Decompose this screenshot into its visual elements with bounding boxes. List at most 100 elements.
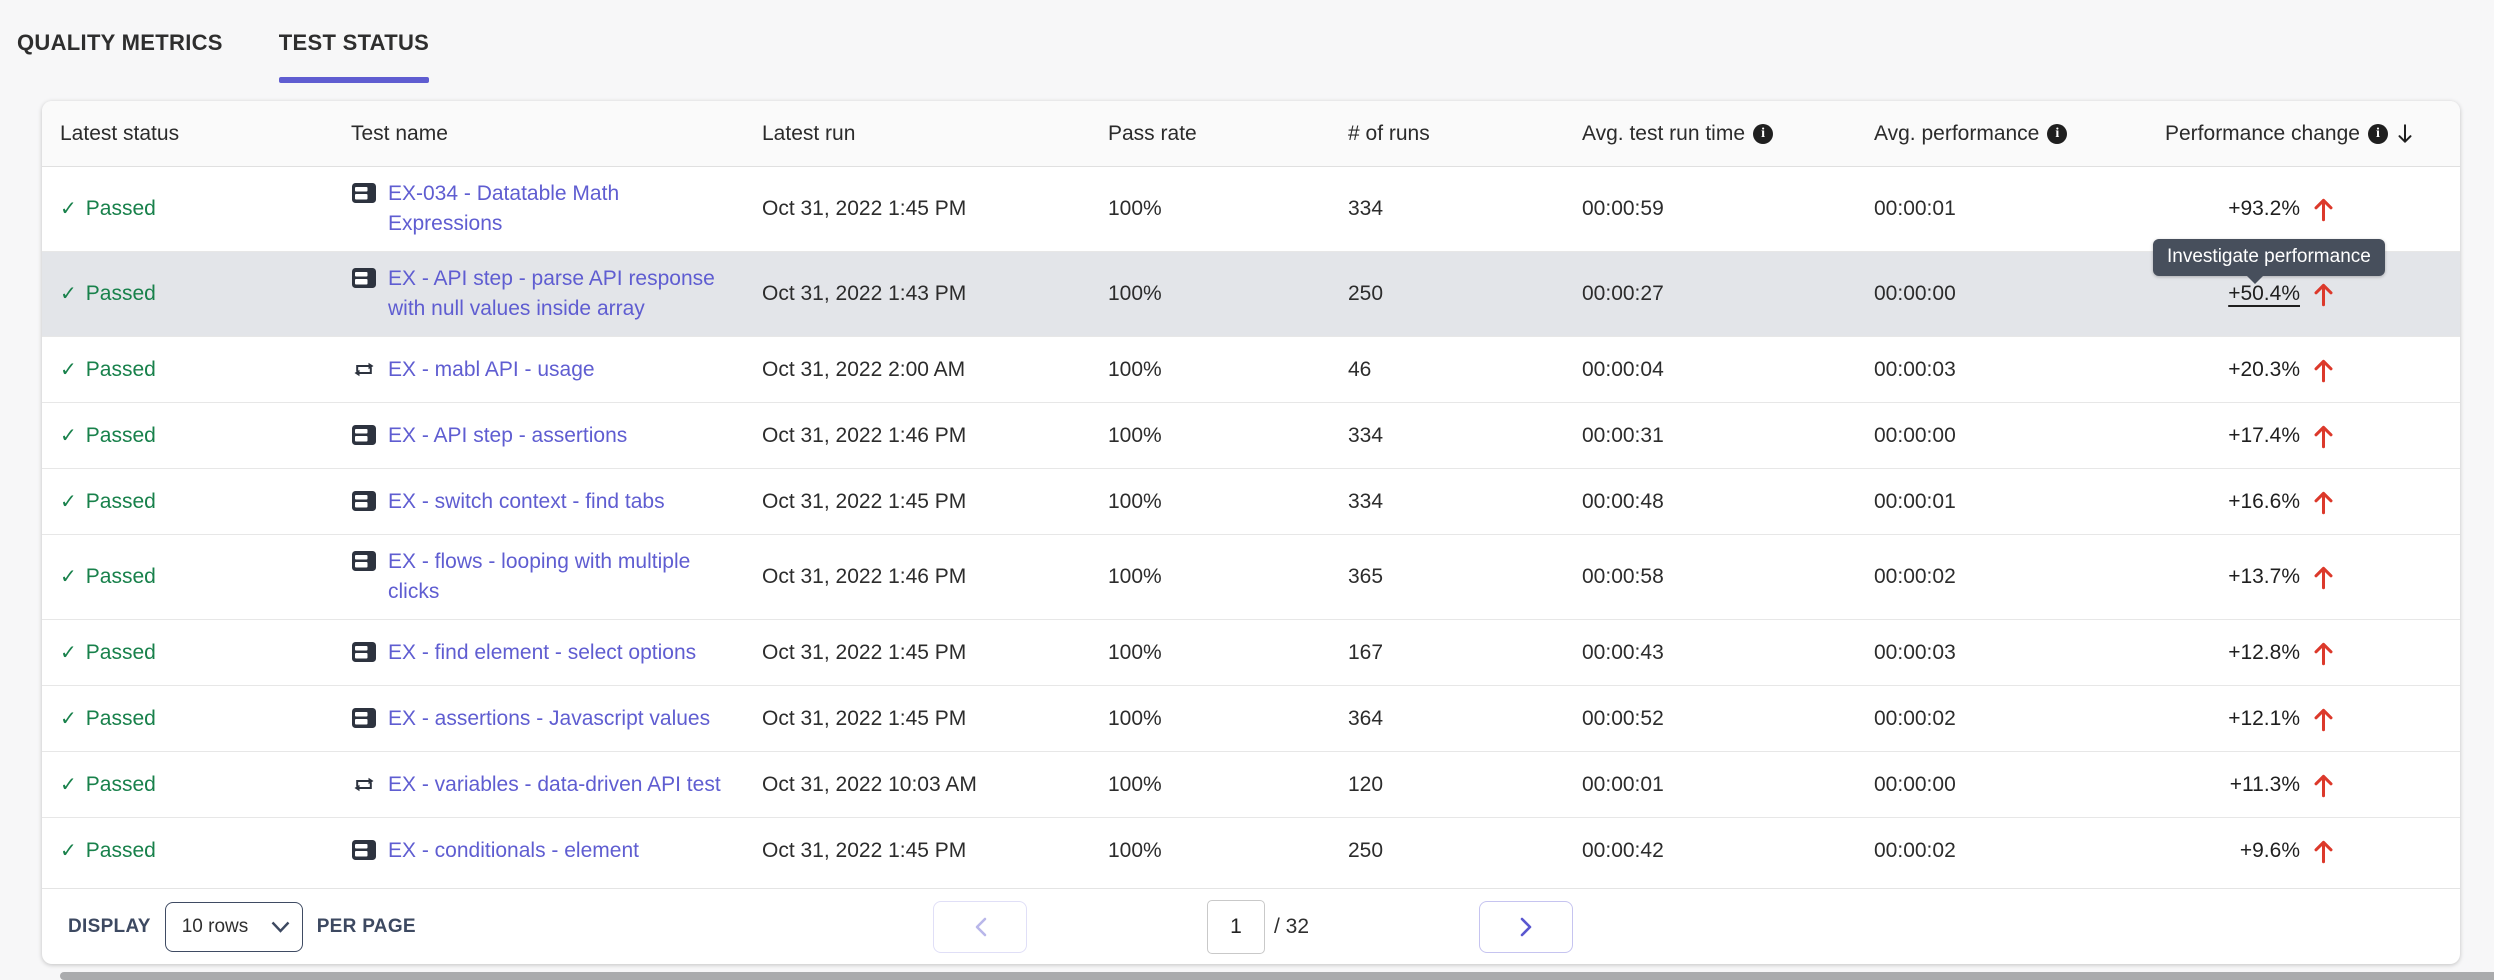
table-row[interactable]: ✓ Passed EX - API step - parse API respo… xyxy=(42,251,2460,336)
pass-rate-cell: 100% xyxy=(1108,640,1162,664)
browser-test-icon xyxy=(351,641,377,663)
horizontal-scrollbar[interactable] xyxy=(60,972,2494,980)
column-header-avg-test-run-time[interactable]: Avg. test run time i xyxy=(1582,122,1874,146)
performance-change-cell: +9.6% xyxy=(2165,826,2460,876)
investigate-performance-tooltip: Investigate performance xyxy=(2153,239,2385,284)
performance-change-cell: +16.6% xyxy=(2165,477,2460,527)
display-label: DISPLAY xyxy=(68,915,151,937)
table-row[interactable]: ✓ Passed EX - assertions - Javascript va… xyxy=(42,685,2460,751)
performance-change-cell: +20.3% xyxy=(2165,345,2460,395)
rows-per-page-select[interactable]: 10 rows xyxy=(164,901,303,952)
status-label: Passed xyxy=(85,565,156,588)
table-row[interactable]: ✓ Passed EX - API step - assertions Oct … xyxy=(42,402,2460,468)
performance-change-value[interactable]: +13.7% xyxy=(2228,565,2300,588)
column-header-num-runs[interactable]: # of runs xyxy=(1348,122,1582,146)
previous-page-button[interactable] xyxy=(933,900,1027,953)
latest-status-cell: ✓ Passed xyxy=(60,553,351,601)
avg-performance-cell: 00:00:02 xyxy=(1874,706,1956,730)
test-name-link[interactable]: EX - variables - data-driven API test xyxy=(388,772,721,796)
info-icon[interactable]: i xyxy=(2047,123,2068,144)
rows-per-page-select-wrap: 10 rows xyxy=(164,901,303,952)
performance-change-value[interactable]: +12.1% xyxy=(2228,706,2300,730)
column-header-avg-performance[interactable]: Avg. performance i xyxy=(1874,122,2165,146)
table-row[interactable]: ✓ Passed EX - variables - data-driven AP… xyxy=(42,751,2460,817)
status-label: Passed xyxy=(85,357,156,381)
num-runs-cell: 334 xyxy=(1348,423,1384,447)
num-runs-cell: 46 xyxy=(1348,357,1372,381)
check-icon: ✓ xyxy=(60,358,77,381)
performance-change-value[interactable]: +12.8% xyxy=(2228,640,2300,664)
performance-change-value[interactable]: +9.6% xyxy=(2239,838,2300,862)
avg-test-run-time-cell: 00:00:27 xyxy=(1582,282,1664,305)
pass-rate-cell: 100% xyxy=(1108,838,1162,862)
performance-up-arrow-icon xyxy=(2312,423,2335,449)
performance-up-arrow-icon xyxy=(2312,838,2335,864)
next-page-button[interactable] xyxy=(1479,900,1573,953)
tab-quality-metrics[interactable]: QUALITY METRICS xyxy=(17,30,223,83)
performance-change-value[interactable]: +93.2% xyxy=(2228,197,2300,220)
test-name-cell: EX - API step - parse API response with … xyxy=(351,252,762,336)
status-label: Passed xyxy=(85,706,156,730)
rows-per-page-control: DISPLAY 10 rows PER PAGE xyxy=(68,889,416,964)
performance-change-cell: +13.7% xyxy=(2165,552,2460,602)
num-runs-cell: 120 xyxy=(1348,772,1384,796)
column-header-latest-status[interactable]: Latest status xyxy=(60,122,351,146)
column-header-latest-run[interactable]: Latest run xyxy=(762,122,1108,146)
table-footer: DISPLAY 10 rows PER PAGE / 32 xyxy=(42,888,2460,964)
browser-test-icon xyxy=(351,550,377,572)
test-name-link[interactable]: EX - flows - looping with multiple click… xyxy=(388,550,691,603)
page-number-input[interactable] xyxy=(1207,899,1265,954)
avg-test-run-time-cell: 00:00:43 xyxy=(1582,640,1664,664)
table-row[interactable]: ✓ Passed EX-034 - Datatable Math Express… xyxy=(42,167,2460,251)
performance-change-cell: +12.1% xyxy=(2165,694,2460,744)
test-name-link[interactable]: EX - API step - parse API response with … xyxy=(388,267,715,320)
tab-bar: QUALITY METRICS TEST STATUS xyxy=(0,0,2494,83)
num-runs-cell: 334 xyxy=(1348,489,1384,513)
avg-test-run-time-cell: 00:00:04 xyxy=(1582,357,1664,381)
tab-test-status[interactable]: TEST STATUS xyxy=(278,30,430,83)
performance-change-value[interactable]: +50.4% xyxy=(2228,282,2300,305)
avg-performance-cell: 00:00:02 xyxy=(1874,838,1956,862)
num-runs-cell: 334 xyxy=(1348,197,1384,220)
performance-up-arrow-icon xyxy=(2312,281,2335,307)
table-row[interactable]: ✓ Passed EX - switch context - find tabs… xyxy=(42,468,2460,534)
status-label: Passed xyxy=(85,282,156,305)
pass-rate-cell: 100% xyxy=(1108,772,1162,796)
latest-status-cell: ✓ Passed xyxy=(60,346,351,394)
avg-test-run-time-cell: 00:00:31 xyxy=(1582,423,1664,447)
check-icon: ✓ xyxy=(60,490,77,513)
column-header-test-name[interactable]: Test name xyxy=(351,122,762,146)
table-header-row: Latest status Test name Latest run Pass … xyxy=(42,101,2460,167)
test-name-link[interactable]: EX - find element - select options xyxy=(388,640,697,664)
performance-change-value[interactable]: +11.3% xyxy=(2229,772,2300,796)
avg-performance-cell: 00:00:03 xyxy=(1874,640,1956,664)
test-name-link[interactable]: EX - conditionals - element xyxy=(388,838,639,862)
performance-change-cell: +17.4% xyxy=(2165,411,2460,461)
table-row[interactable]: ✓ Passed EX - find element - select opti… xyxy=(42,619,2460,685)
info-icon[interactable]: i xyxy=(1753,123,1774,144)
avg-performance-cell: 00:00:01 xyxy=(1874,197,1956,220)
avg-test-run-time-cell: 00:00:48 xyxy=(1582,489,1664,513)
test-name-cell: EX - find element - select options xyxy=(351,626,762,680)
info-icon[interactable]: i xyxy=(2367,123,2388,144)
performance-change-cell: +12.8% xyxy=(2165,628,2460,678)
table-row[interactable]: ✓ Passed EX - conditionals - element Oct… xyxy=(42,817,2460,883)
test-name-link[interactable]: EX - mabl API - usage xyxy=(388,357,595,381)
column-header-pass-rate[interactable]: Pass rate xyxy=(1108,122,1348,146)
table-row[interactable]: ✓ Passed EX - mabl API - usage Oct 31, 2… xyxy=(42,336,2460,402)
test-name-link[interactable]: EX-034 - Datatable Math Expressions xyxy=(388,182,620,235)
check-icon: ✓ xyxy=(60,707,77,730)
test-name-cell: EX-034 - Datatable Math Expressions xyxy=(351,167,762,251)
test-name-link[interactable]: EX - assertions - Javascript values xyxy=(388,706,711,730)
column-label: # of runs xyxy=(1348,121,1430,145)
test-name-link[interactable]: EX - API step - assertions xyxy=(388,423,628,447)
table-row[interactable]: ✓ Passed EX - flows - looping with multi… xyxy=(42,534,2460,619)
browser-test-icon xyxy=(351,707,377,729)
test-name-link[interactable]: EX - switch context - find tabs xyxy=(388,489,665,513)
performance-change-value[interactable]: +17.4% xyxy=(2228,423,2300,447)
avg-test-run-time-cell: 00:00:58 xyxy=(1582,565,1664,588)
column-header-performance-change[interactable]: Performance change i xyxy=(2165,122,2460,146)
test-status-card: Latest status Test name Latest run Pass … xyxy=(42,101,2460,964)
performance-change-value[interactable]: +16.6% xyxy=(2228,489,2300,513)
performance-change-value[interactable]: +20.3% xyxy=(2228,357,2300,381)
